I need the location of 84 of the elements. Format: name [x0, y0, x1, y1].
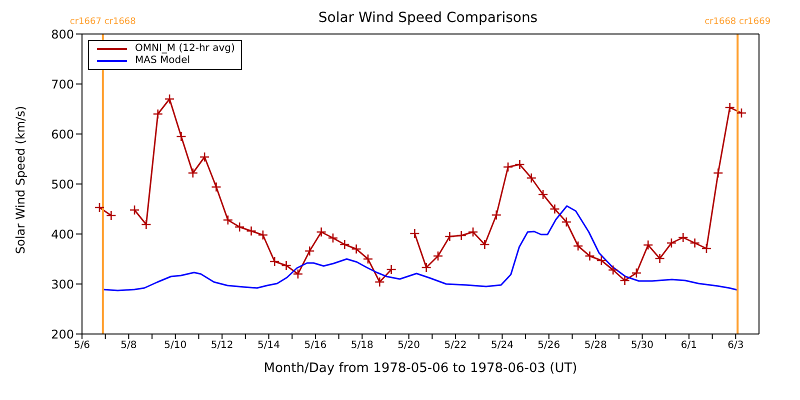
point — [152, 108, 164, 120]
point — [620, 275, 630, 286]
x-tick-label: 5/18 — [350, 340, 374, 352]
x-tick-label: 5/10 — [164, 340, 187, 352]
point — [246, 226, 256, 236]
point — [491, 210, 502, 220]
point — [316, 226, 326, 238]
point — [572, 240, 584, 252]
point — [724, 102, 735, 113]
point — [362, 254, 374, 264]
point — [292, 268, 304, 280]
point — [339, 239, 350, 250]
point — [351, 244, 362, 254]
point — [561, 216, 572, 228]
x-tick-label: 5/22 — [444, 340, 467, 352]
point — [432, 250, 444, 262]
y-tick-label: 300 — [51, 277, 74, 292]
legend-label: OMNI_M (12-hr avg) — [135, 43, 235, 55]
point — [690, 238, 700, 248]
x-tick-label: 6/3 — [728, 340, 744, 352]
point — [328, 232, 338, 244]
point — [666, 238, 677, 248]
point — [456, 230, 467, 241]
point — [211, 182, 222, 192]
line-series — [102, 205, 738, 292]
point — [374, 276, 385, 288]
point — [164, 94, 175, 104]
y-tick-label: 200 — [51, 327, 74, 342]
point — [444, 231, 455, 242]
y-tick-label: 800 — [51, 27, 74, 42]
point — [421, 262, 432, 273]
x-tick-label: 5/12 — [210, 340, 234, 352]
x-tick-label: 5/30 — [631, 340, 654, 352]
point — [141, 219, 152, 230]
ref-line-label: cr1667 cr1668 — [70, 17, 136, 27]
point — [304, 246, 315, 256]
y-axis-title: Solar Wind Speed (km/s) — [13, 106, 28, 254]
x-tick-label: 5/28 — [584, 340, 607, 352]
point — [550, 204, 560, 214]
x-tick-label: 5/24 — [490, 340, 514, 352]
x-tick-label: 5/26 — [538, 340, 560, 352]
point — [538, 189, 548, 200]
y-tick-label: 600 — [51, 127, 74, 142]
point — [258, 230, 268, 240]
chart-title: Solar Wind Speed Comparisons — [317, 10, 539, 26]
point — [712, 168, 724, 178]
point — [386, 264, 396, 275]
y-tick-label: 400 — [51, 227, 74, 242]
point — [596, 255, 607, 266]
x-tick-label: 5/16 — [304, 340, 327, 352]
point — [526, 172, 537, 184]
point — [678, 232, 688, 243]
point — [410, 228, 420, 239]
x-tick-label: 5/6 — [74, 340, 90, 352]
point — [642, 240, 654, 250]
x-tick-label: 6/1 — [680, 340, 698, 352]
point — [701, 243, 712, 254]
point — [736, 108, 747, 118]
point — [222, 214, 234, 226]
point — [654, 253, 665, 264]
point — [106, 210, 116, 221]
x-tick-label: 5/8 — [120, 340, 137, 352]
x-tick-label: 5/14 — [258, 340, 280, 352]
point — [468, 226, 478, 238]
point — [281, 260, 292, 271]
y-tick-label: 700 — [51, 77, 74, 92]
legend-label: MAS Model — [135, 55, 190, 67]
point — [514, 159, 525, 170]
point — [502, 162, 514, 172]
x-tick-label: 5/20 — [398, 340, 420, 352]
point — [129, 204, 140, 216]
point — [176, 131, 186, 142]
point — [631, 268, 642, 278]
point — [234, 222, 245, 232]
point — [269, 256, 280, 267]
point — [480, 239, 490, 250]
point — [199, 152, 210, 162]
point — [94, 202, 105, 213]
point — [584, 250, 595, 262]
ref-line-label: cr1668 cr1669 — [704, 17, 771, 27]
point — [608, 264, 618, 276]
point — [188, 168, 198, 178]
x-axis-title: Month/Day from 1978-05-06 to 1978-06-03 (UT) — [264, 361, 578, 376]
y-tick-label: 500 — [51, 177, 74, 192]
